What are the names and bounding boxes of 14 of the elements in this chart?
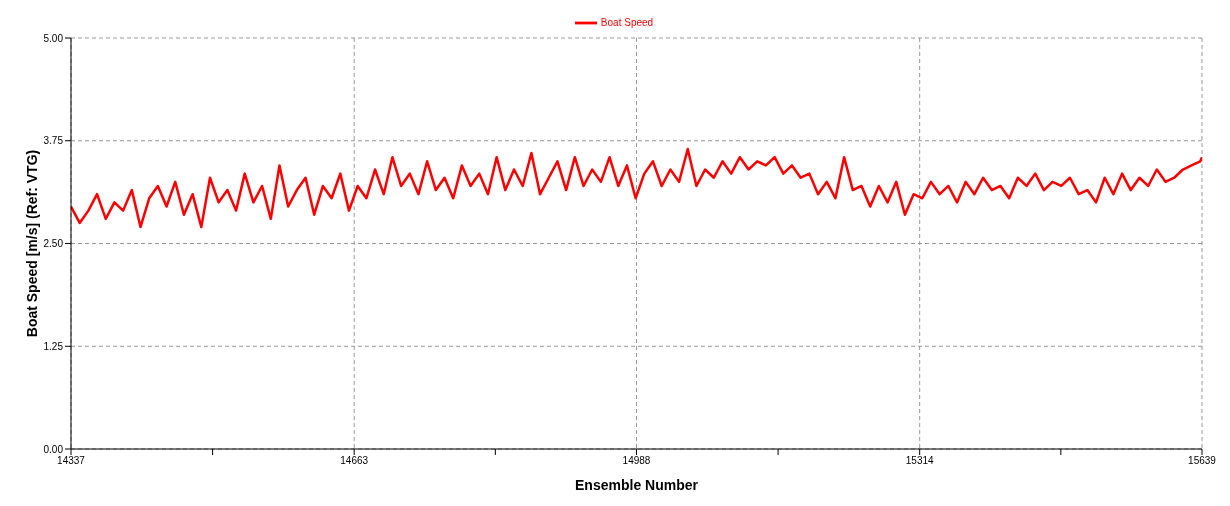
x-tick-label: 15314 (905, 455, 935, 467)
line-series (71, 147, 1202, 229)
y-tick-label: 0.00 (43, 443, 64, 455)
y-tick-label: 1.25 (43, 340, 64, 352)
x-tick-label: 15639 (1188, 455, 1217, 467)
y-tick-label: 3.75 (43, 135, 64, 147)
legend-label: Boat Speed (600, 16, 654, 28)
y-tick-label: 5.00 (43, 32, 64, 44)
x-axis-title: Ensemble Number (575, 477, 699, 493)
x-tick-label: 14988 (622, 455, 651, 467)
y-axis-title: Boat Speed [m/s] (Ref: VTG) (23, 149, 40, 338)
x-tick-label: 14337 (57, 455, 86, 467)
y-tick-label: 2.50 (43, 238, 64, 250)
x-tick-label: 14663 (340, 455, 369, 467)
